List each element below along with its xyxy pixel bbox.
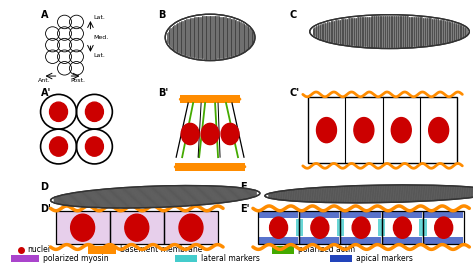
Ellipse shape <box>317 117 337 143</box>
Text: Med.: Med. <box>93 36 109 41</box>
Text: Ant.: Ant. <box>37 78 50 83</box>
Bar <box>258 211 299 244</box>
Bar <box>341 211 381 218</box>
Bar <box>424 237 463 244</box>
Bar <box>299 211 340 244</box>
Bar <box>382 211 423 244</box>
Ellipse shape <box>201 123 219 145</box>
Bar <box>419 219 427 236</box>
Ellipse shape <box>265 185 474 203</box>
Bar <box>337 219 344 236</box>
Ellipse shape <box>352 217 370 238</box>
Ellipse shape <box>71 214 95 241</box>
Bar <box>341 237 381 244</box>
Text: B': B' <box>158 88 168 98</box>
Text: basement membrane: basement membrane <box>120 245 203 254</box>
Text: lateral markers: lateral markers <box>201 254 260 263</box>
Ellipse shape <box>165 14 255 61</box>
Ellipse shape <box>310 15 469 49</box>
Bar <box>300 211 339 218</box>
Text: Lat.: Lat. <box>93 53 105 58</box>
Bar <box>383 237 422 244</box>
Ellipse shape <box>435 217 453 238</box>
Text: polarized myosin: polarized myosin <box>43 254 108 263</box>
Text: C': C' <box>290 88 300 98</box>
Ellipse shape <box>311 217 329 238</box>
Text: Lat.: Lat. <box>93 15 105 20</box>
Bar <box>175 255 197 262</box>
Text: polarized actin: polarized actin <box>298 245 355 254</box>
Ellipse shape <box>270 217 288 238</box>
Text: D: D <box>41 182 48 192</box>
Bar <box>272 246 294 254</box>
Text: E: E <box>240 182 246 192</box>
Ellipse shape <box>181 123 199 145</box>
Ellipse shape <box>392 117 411 143</box>
Text: Post.: Post. <box>71 78 85 83</box>
Text: nuclei: nuclei <box>27 245 51 254</box>
Ellipse shape <box>85 102 103 121</box>
Ellipse shape <box>354 117 374 143</box>
Bar <box>330 255 352 262</box>
Ellipse shape <box>85 137 103 156</box>
Ellipse shape <box>428 117 448 143</box>
Ellipse shape <box>221 123 239 145</box>
Bar <box>180 95 240 103</box>
Bar <box>259 237 298 244</box>
Bar <box>175 163 245 171</box>
Ellipse shape <box>50 102 67 121</box>
Text: apical markers: apical markers <box>356 254 412 263</box>
Text: A: A <box>41 10 48 20</box>
Bar <box>308 97 457 163</box>
Bar <box>383 211 422 218</box>
Bar <box>340 211 382 244</box>
Bar <box>164 211 218 244</box>
Ellipse shape <box>393 217 411 238</box>
Bar <box>109 211 164 244</box>
Ellipse shape <box>125 214 149 241</box>
Text: E': E' <box>240 203 249 214</box>
Bar <box>378 219 385 236</box>
Bar <box>55 211 109 244</box>
Text: B: B <box>158 10 165 20</box>
Text: C: C <box>290 10 297 20</box>
Bar <box>259 211 298 218</box>
Bar <box>89 246 116 254</box>
Text: D': D' <box>41 203 52 214</box>
Bar <box>55 211 218 244</box>
Ellipse shape <box>50 137 67 156</box>
Bar <box>424 211 463 218</box>
Ellipse shape <box>51 186 260 208</box>
Bar <box>295 219 303 236</box>
Text: A': A' <box>41 88 51 98</box>
Ellipse shape <box>179 214 203 241</box>
Bar <box>11 255 38 262</box>
Bar <box>423 211 465 244</box>
Bar <box>300 237 339 244</box>
